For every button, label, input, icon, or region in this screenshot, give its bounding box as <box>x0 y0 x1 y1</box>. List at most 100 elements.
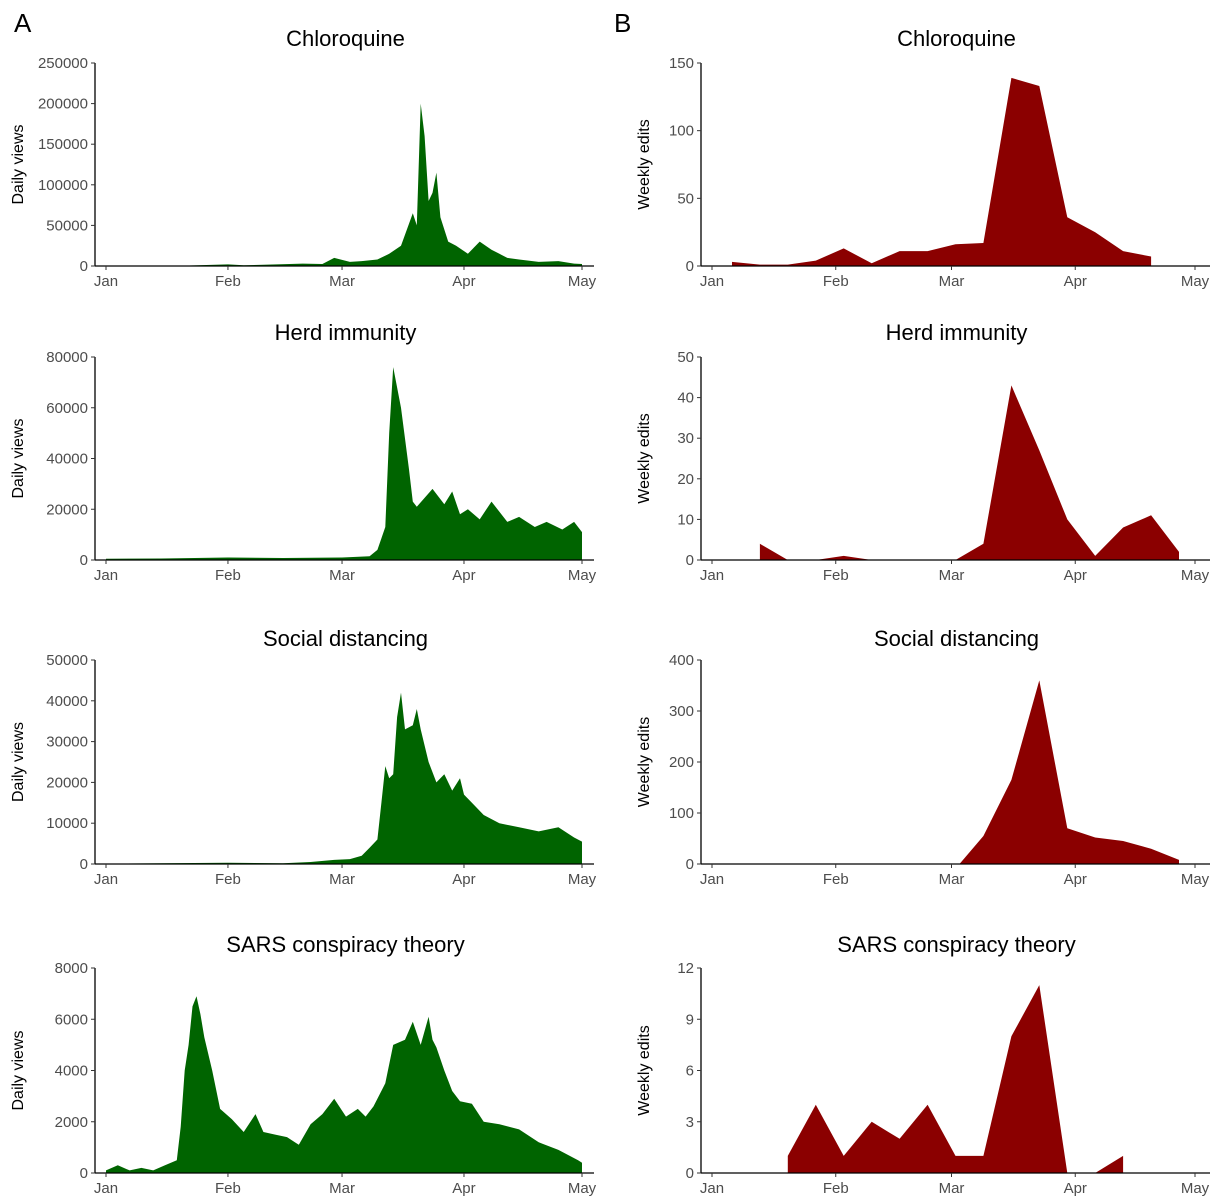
x-tick-label: Feb <box>823 273 849 290</box>
chart-title: Herd immunity <box>886 320 1028 345</box>
chart-title: Social distancing <box>263 626 428 651</box>
chart-b-chloroquine: Chloroquine Weekly edits 0 50 100 150 Jan Feb Ma… <box>636 26 1210 290</box>
y-tick-label: 100 <box>669 805 694 822</box>
x-tick-label: May <box>1181 567 1210 584</box>
x-tick-label: Apr <box>452 1180 475 1197</box>
x-tick-label: Mar <box>939 273 965 290</box>
y-tick-label: 0 <box>686 1165 694 1182</box>
y-tick-label: 2000 <box>55 1114 88 1131</box>
x-tick-label: Jan <box>94 1180 118 1197</box>
y-tick-label: 20000 <box>46 774 88 791</box>
y-tick-label: 10 <box>677 511 694 528</box>
y-axis-label: Daily views <box>10 1030 27 1110</box>
x-tick-label: Feb <box>823 567 849 584</box>
x-tick-label: Jan <box>94 273 118 290</box>
y-tick-label: 8000 <box>55 960 88 977</box>
chart-title: Chloroquine <box>286 26 405 51</box>
panel-label-a: A <box>14 8 32 38</box>
y-tick-label: 50000 <box>46 217 88 234</box>
x-tick-label: May <box>568 273 597 290</box>
x-tick-label: Mar <box>329 567 355 584</box>
y-tick-label: 30 <box>677 430 694 447</box>
y-tick-label: 40 <box>677 390 694 407</box>
y-tick-label: 200 <box>669 754 694 771</box>
x-tick-label: Mar <box>329 1180 355 1197</box>
y-tick-label: 0 <box>80 1165 88 1182</box>
y-tick-label: 50000 <box>46 652 88 669</box>
y-tick-label: 300 <box>669 703 694 720</box>
y-tick-label: 50 <box>677 349 694 366</box>
y-tick-label: 100000 <box>38 177 88 194</box>
y-axis-label: Weekly edits <box>636 1025 653 1115</box>
chart-title: SARS conspiracy theory <box>837 932 1075 957</box>
series-area <box>787 985 1124 1173</box>
y-tick-label: 9 <box>686 1011 694 1028</box>
x-tick-label: Jan <box>700 1180 724 1197</box>
chart-a-sars-conspiracy-theory: SARS conspiracy theory Daily views 0 2000 40… <box>10 932 597 1197</box>
y-tick-label: 12 <box>677 960 694 977</box>
x-tick-label: Apr <box>1064 567 1087 584</box>
chart-a-social-distancing: Social distancing Daily views 0 10000 20000 3… <box>10 626 597 888</box>
y-axis-label: Daily views <box>10 722 27 802</box>
chart-b-social-distancing: Social distancing Weekly edits 0 100 200 300 4… <box>636 626 1210 888</box>
x-tick-label: Feb <box>215 273 241 290</box>
y-tick-label: 4000 <box>55 1063 88 1080</box>
y-axis-label: Weekly edits <box>636 119 653 209</box>
y-tick-label: 250000 <box>38 55 88 72</box>
series-area <box>106 692 582 864</box>
y-tick-label: 200000 <box>38 96 88 113</box>
y-axis-label: Daily views <box>10 418 27 498</box>
series-area <box>106 367 582 560</box>
y-tick-label: 20000 <box>46 501 88 518</box>
chart-b-sars-conspiracy-theory: SARS conspiracy theory Weekly edits 0 3 6 9 12… <box>636 932 1210 1197</box>
y-tick-label: 100 <box>669 123 694 140</box>
y-tick-label: 20 <box>677 471 694 488</box>
x-tick-label: Mar <box>939 1180 965 1197</box>
x-tick-label: Mar <box>329 273 355 290</box>
chart-title: Herd immunity <box>275 320 417 345</box>
x-tick-label: Jan <box>94 871 118 888</box>
y-tick-label: 6000 <box>55 1011 88 1028</box>
chart-title: SARS conspiracy theory <box>226 932 464 957</box>
series-area <box>106 103 582 266</box>
y-axis-label: Weekly edits <box>636 413 653 503</box>
x-tick-label: May <box>1181 871 1210 888</box>
y-tick-label: 30000 <box>46 734 88 751</box>
y-tick-label: 80000 <box>46 349 88 366</box>
series-area <box>732 77 1152 267</box>
series-area <box>759 385 1179 560</box>
x-tick-label: Feb <box>823 871 849 888</box>
chart-a-chloroquine: Chloroquine Daily views 0 50000 100000 150000… <box>10 26 597 290</box>
panel-label-b: B <box>614 8 631 38</box>
y-tick-label: 150000 <box>38 136 88 153</box>
x-tick-label: Jan <box>94 567 118 584</box>
y-tick-label: 10000 <box>46 815 88 832</box>
x-tick-label: May <box>568 871 597 888</box>
y-axis-label: Weekly edits <box>636 717 653 807</box>
y-tick-label: 40000 <box>46 693 88 710</box>
y-axis-label: Daily views <box>10 124 27 204</box>
x-tick-label: May <box>1181 273 1210 290</box>
x-tick-label: Feb <box>215 1180 241 1197</box>
y-tick-label: 400 <box>669 652 694 669</box>
x-tick-label: Apr <box>1064 1180 1087 1197</box>
y-tick-label: 0 <box>80 856 88 873</box>
x-tick-label: Mar <box>939 871 965 888</box>
x-tick-label: Apr <box>452 273 475 290</box>
x-tick-label: May <box>1181 1180 1210 1197</box>
x-tick-label: Feb <box>215 567 241 584</box>
y-tick-label: 6 <box>686 1063 694 1080</box>
series-area <box>959 680 1179 864</box>
y-tick-label: 40000 <box>46 451 88 468</box>
chart-a-herd-immunity: Herd immunity Daily views 0 20000 40000 60000… <box>10 320 597 584</box>
y-tick-label: 3 <box>686 1114 694 1131</box>
x-tick-label: Mar <box>329 871 355 888</box>
x-tick-label: Feb <box>215 871 241 888</box>
series-area <box>106 996 582 1173</box>
y-tick-label: 0 <box>80 258 88 275</box>
y-tick-label: 0 <box>686 856 694 873</box>
y-tick-label: 150 <box>669 55 694 72</box>
x-tick-label: May <box>568 567 597 584</box>
